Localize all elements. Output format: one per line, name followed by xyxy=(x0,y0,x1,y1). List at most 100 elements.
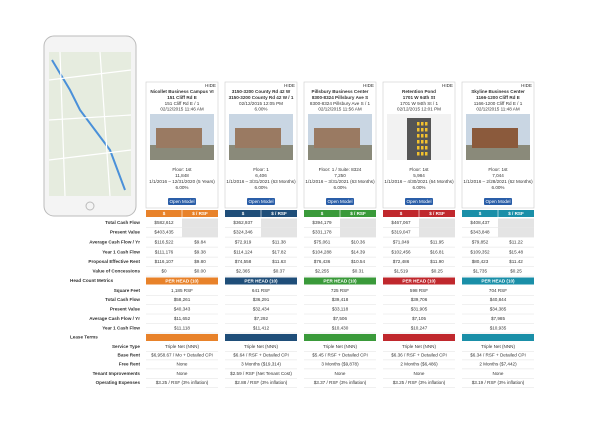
cell-value: $2,365 xyxy=(236,269,250,274)
cell-value: $3.19 / RSF (3% inflation) xyxy=(472,380,525,385)
row-label: Total Cash Flow xyxy=(105,220,140,225)
photo-building xyxy=(156,128,202,148)
col-b-header: $ / RSF xyxy=(192,211,208,216)
cell-value: $331,178 xyxy=(312,230,332,235)
cell-value: $11.63 xyxy=(272,259,286,264)
cell-value: 2 Months ($7,442) xyxy=(479,362,517,367)
empty-cell xyxy=(182,228,218,237)
button-label: Open Model xyxy=(248,199,273,204)
row-label: Proposal Effective Rent xyxy=(88,259,140,264)
open-model-button[interactable] xyxy=(405,198,433,205)
open-model-button[interactable] xyxy=(326,198,354,205)
area: 6,406 xyxy=(255,173,267,178)
cell-value: $7,292 xyxy=(254,316,268,321)
cell-value: None xyxy=(177,371,188,376)
cell-value: Triple Net (NNN) xyxy=(481,344,515,349)
unit: 1166-1200 Cliff Rd E / 1 xyxy=(474,101,523,106)
date: 02/12/2015 11:46 AM xyxy=(160,107,204,112)
cell-value: $10,935 xyxy=(490,326,507,331)
cell-value: $2,255 xyxy=(315,269,329,274)
floor: Floor: 1st xyxy=(172,167,192,172)
photo-window xyxy=(425,134,428,138)
rate: 6.00% xyxy=(254,185,267,190)
col-b-header: $ / RSF xyxy=(271,211,287,216)
cell-value: 598 RSF xyxy=(410,288,428,293)
cell-value: $109,352 xyxy=(470,250,490,255)
cell-value: $7,105 xyxy=(412,316,426,321)
cell-value: $11,652 xyxy=(174,316,191,321)
cell-value: $2.59 / RSF (Net Tenant Cost) xyxy=(230,371,292,376)
open-model-button[interactable] xyxy=(168,198,196,205)
per-head-bar xyxy=(225,277,297,285)
row-label: Base Rent xyxy=(118,353,141,358)
cell-value: $7,506 xyxy=(333,316,347,321)
photo-window xyxy=(417,146,420,150)
hide-link: HIDE xyxy=(205,83,216,88)
floor: Floor: 1 / Suite: 8324 xyxy=(319,167,362,172)
cell-value: 641 RSF xyxy=(252,288,270,293)
photo-window xyxy=(421,122,424,126)
cell-value: $408,437 xyxy=(470,220,490,225)
lease-bar xyxy=(383,334,455,341)
unit: 151 Cliff Rd E / 1 xyxy=(165,101,200,106)
row-label: Average Cash Flow / Yr xyxy=(89,316,140,321)
section-title: Lease Terms xyxy=(70,335,98,340)
row-label: Year 1 Cash Flow xyxy=(102,326,140,331)
button-label: Open Model xyxy=(485,199,510,204)
cell-value: $324,346 xyxy=(233,230,253,235)
cell-value: $0.00 xyxy=(194,269,206,274)
cell-value: 2 Months ($6,486) xyxy=(400,362,438,367)
photo-window xyxy=(425,122,428,126)
photo-window xyxy=(421,134,424,138)
col-a-header: $ xyxy=(400,211,403,216)
per-head-label: PER HEAD (10) xyxy=(323,278,357,283)
row-label: Tenant Improvements xyxy=(93,371,141,376)
rate: 6.00% xyxy=(175,185,188,190)
hide-link: HIDE xyxy=(363,83,374,88)
property-name: Nicollet Business Campus VI xyxy=(150,89,213,94)
cell-value: $2.88 / RSF (3% inflation) xyxy=(235,380,288,385)
cell-value: $31,905 xyxy=(411,307,428,312)
cell-value: $72,919 xyxy=(235,240,252,245)
photo-building xyxy=(314,128,360,148)
col-a-header: $ xyxy=(242,211,245,216)
property-name: 3150-3200 County Rd 42 W xyxy=(232,89,291,94)
row-label: Value of Concessions xyxy=(93,269,141,274)
term: 1/1/2016 – 12/31/2020 (5 Years) xyxy=(149,179,215,184)
unit: 8300-8324 Pillsbury Ave S / 1 xyxy=(310,101,371,106)
photo-window xyxy=(421,140,424,144)
cell-value: $75,061 xyxy=(314,240,331,245)
cell-value: $9.80 xyxy=(194,259,206,264)
row-label: Service Type xyxy=(112,344,140,349)
photo-ground xyxy=(308,145,372,160)
col-b-header: $ / RSF xyxy=(429,211,445,216)
open-model-button[interactable] xyxy=(484,198,512,205)
lease-bar xyxy=(225,334,297,341)
per-head-label: PER HEAD (10) xyxy=(402,278,436,283)
col-a-header: $ xyxy=(321,211,324,216)
cell-value: 3 Months ($9,878) xyxy=(321,362,359,367)
cell-value: $6.36 / RSF + Detailed CPI xyxy=(391,353,447,358)
photo-ground xyxy=(466,145,530,160)
cell-value: Triple Net (NNN) xyxy=(165,344,199,349)
open-model-button[interactable] xyxy=(247,198,275,205)
row-label: Present Value xyxy=(110,230,141,235)
lease-bar xyxy=(146,334,218,341)
cell-value: $9.84 xyxy=(194,240,206,245)
property-name: Skyline Business Center xyxy=(471,89,525,94)
photo-window xyxy=(417,122,420,126)
term: 1/1/2016 – 4/30/2021 (64 Months) xyxy=(384,179,454,184)
phone xyxy=(43,35,137,217)
cell-value: 1,185 RSF xyxy=(171,288,193,293)
row-label: Free Rent xyxy=(119,362,141,367)
cell-value: $11,412 xyxy=(253,326,270,331)
photo-window xyxy=(421,146,424,150)
cell-value: $15.48 xyxy=(509,250,523,255)
row-label: Present Value xyxy=(110,307,141,312)
col-b-header: $ / RSF xyxy=(508,211,524,216)
cell-value: $343,848 xyxy=(470,230,490,235)
cell-value: $11,118 xyxy=(174,326,190,331)
